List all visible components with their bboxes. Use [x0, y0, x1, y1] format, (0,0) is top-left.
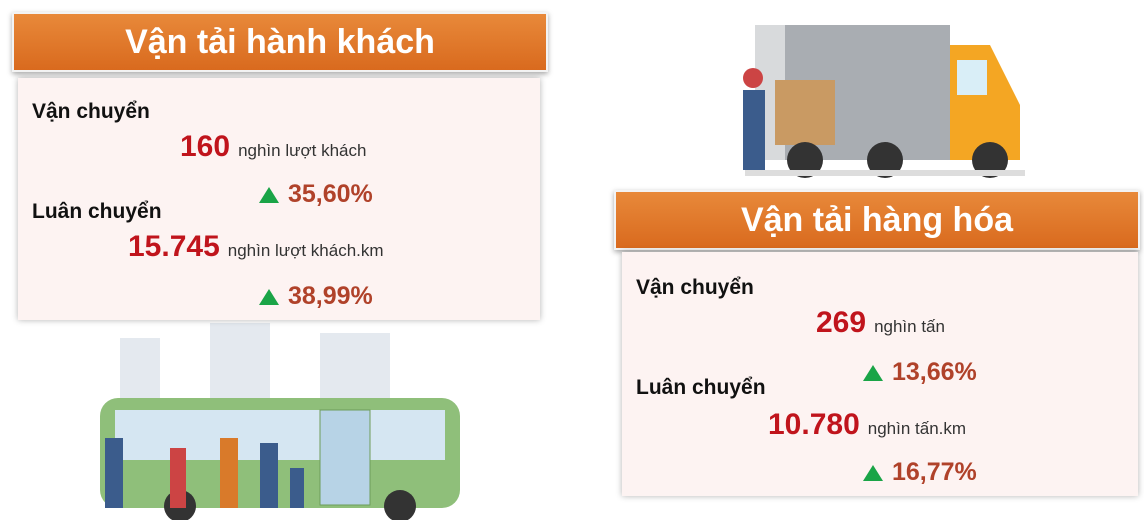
passenger-box: [18, 78, 540, 320]
change-value: 35,60%: [288, 180, 373, 208]
label: Vận chuyển: [32, 100, 150, 123]
value: 10.780: [768, 408, 860, 441]
stat: 10.780 nghìn tấn.km: [768, 408, 966, 442]
change-value: 13,66%: [892, 358, 977, 386]
label: Vận chuyển: [636, 276, 754, 299]
up-arrow: [863, 464, 883, 481]
value: 160: [180, 130, 231, 163]
freight-title: Vận tải hàng hóa: [614, 190, 1140, 250]
unit: nghìn lượt khách: [238, 141, 367, 160]
freight-box: [622, 252, 1138, 496]
value: 269: [816, 306, 867, 339]
truck-illustration: [743, 25, 1025, 178]
stat: 15.745 nghìn lượt khách.km: [128, 230, 384, 264]
change: 35,60%: [258, 180, 373, 209]
unit: nghìn lượt khách.km: [227, 241, 384, 260]
up-arrow: [863, 364, 883, 381]
up-arrow: [259, 288, 279, 305]
change-value: 16,77%: [892, 458, 977, 486]
change: 38,99%: [258, 282, 373, 311]
change: 13,66%: [862, 358, 977, 387]
change: 16,77%: [862, 458, 977, 487]
change-value: 38,99%: [288, 282, 373, 310]
bus-illustration: [100, 323, 460, 520]
label: Luân chuyển: [32, 200, 162, 223]
passenger-title: Vận tải hành khách: [12, 12, 548, 72]
value: 15.745: [128, 230, 220, 263]
up-arrow: [259, 186, 279, 203]
unit: nghìn tấn: [874, 317, 945, 336]
stat: 269 nghìn tấn: [816, 306, 945, 340]
label: Luân chuyển: [636, 376, 766, 399]
unit: nghìn tấn.km: [867, 419, 967, 438]
stat: 160 nghìn lượt khách: [180, 130, 366, 164]
